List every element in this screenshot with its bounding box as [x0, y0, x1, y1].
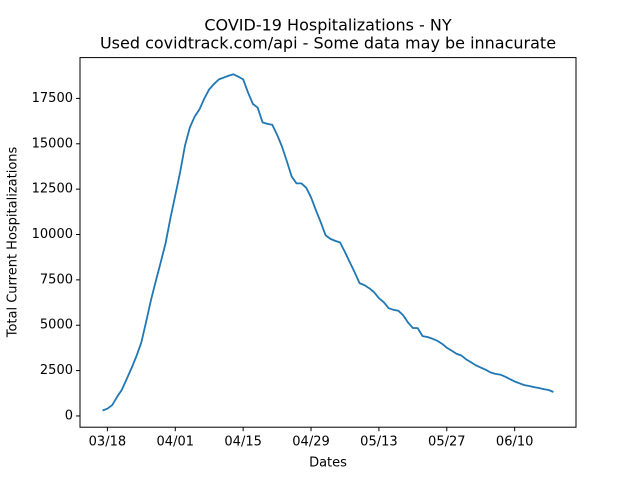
y-tick-label: 12500 [32, 182, 73, 197]
chart-subtitle: Used covidtrack.com/api - Some data may … [100, 34, 556, 53]
line-series [102, 73, 554, 412]
x-tick-label: 03/18 [89, 435, 126, 450]
y-tick-label: 10000 [32, 227, 73, 242]
y-tick-label: 2500 [40, 363, 73, 378]
y-tick-label: 0 [65, 408, 73, 423]
x-tick-label: 04/29 [292, 435, 329, 450]
chart-title: COVID-19 Hospitalizations - NY [204, 16, 452, 35]
y-tick-label: 15000 [32, 136, 73, 151]
x-tick-label: 04/01 [157, 435, 194, 450]
y-axis-label: Total Current Hospitalizations [6, 146, 21, 338]
x-axis-label: Dates [309, 456, 347, 471]
y-tick-label: 17500 [32, 91, 73, 106]
plot-frame [79, 57, 577, 428]
x-tick-label: 05/13 [360, 435, 397, 450]
x-tick-label: 06/10 [496, 435, 533, 450]
y-tick-label: 7500 [40, 272, 73, 287]
y-tick-label: 5000 [40, 318, 73, 333]
x-tick-label: 05/27 [428, 435, 465, 450]
x-tick-label: 04/15 [224, 435, 261, 450]
